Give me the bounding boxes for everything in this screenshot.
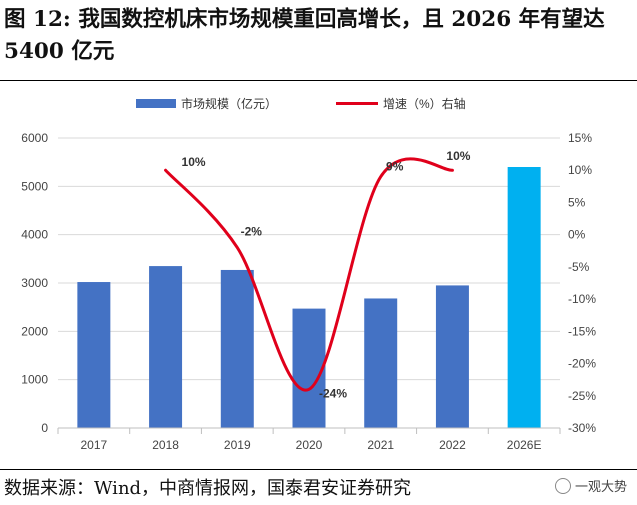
x-tick-label: 2022 bbox=[439, 438, 466, 452]
x-tick-label: 2021 bbox=[367, 438, 394, 452]
bar-2022 bbox=[435, 285, 469, 428]
source-divider bbox=[0, 469, 637, 470]
growth-label-2021: 9% bbox=[386, 160, 404, 174]
bar-2020 bbox=[292, 308, 326, 428]
growth-label-2018: 10% bbox=[182, 155, 206, 169]
right-tick-label: -10% bbox=[568, 292, 596, 306]
source-note: 数据来源：Wind，中商情报网，国泰君安证券研究 bbox=[4, 478, 412, 499]
right-axis: -30% -25% -20% -15% -10% -5% 0% 5% 10% 15% bbox=[568, 131, 596, 435]
growth-line bbox=[164, 157, 454, 392]
bar-2018 bbox=[149, 266, 183, 428]
left-tick-label: 4000 bbox=[21, 228, 48, 242]
growth-label-2019: -2% bbox=[241, 225, 263, 239]
x-tick-label: 2026E bbox=[507, 438, 542, 452]
right-tick-label: 15% bbox=[568, 131, 592, 145]
x-axis: 2017 2018 2019 2020 2021 2022 2026E bbox=[57, 427, 561, 452]
bar-2021 bbox=[364, 298, 398, 428]
x-tick-label: 2020 bbox=[296, 438, 323, 452]
x-tick-label: 2018 bbox=[152, 438, 179, 452]
legend: 市场规模（亿元） 增速（%）右轴 bbox=[136, 96, 466, 111]
left-tick-label: 0 bbox=[41, 421, 48, 435]
right-tick-label: -20% bbox=[568, 357, 596, 371]
bar-2026E bbox=[507, 167, 541, 428]
legend-line-label: 增速（%）右轴 bbox=[383, 96, 466, 111]
chart: 市场规模（亿元） 增速（%）右轴 0 1000 2000 3000 4000 5000 60… bbox=[21, 96, 596, 452]
right-tick-label: 0% bbox=[568, 228, 586, 242]
left-tick-label: 6000 bbox=[21, 131, 48, 145]
growth-label-2020: -24% bbox=[319, 386, 347, 400]
watermark-text: 一观大势 bbox=[574, 480, 627, 495]
data-labels: 10% -2% -24% 9% 10% bbox=[182, 149, 471, 400]
right-tick-label: -30% bbox=[568, 421, 596, 435]
wechat-icon bbox=[554, 477, 571, 494]
left-axis: 0 1000 2000 3000 4000 5000 6000 bbox=[21, 131, 48, 435]
bar-2017 bbox=[77, 282, 111, 428]
watermark: 一观大势 bbox=[554, 476, 627, 495]
right-tick-label: 5% bbox=[568, 195, 586, 209]
legend-bar-label: 市场规模（亿元） bbox=[181, 96, 277, 111]
left-tick-label: 1000 bbox=[21, 373, 48, 387]
growth-line-path bbox=[164, 157, 454, 392]
right-tick-label: -25% bbox=[568, 389, 596, 403]
title-divider bbox=[0, 80, 637, 81]
bar-2019 bbox=[220, 269, 254, 428]
bars bbox=[77, 167, 541, 428]
chart-title: 图 12: 我国数控机床市场规模重回高增长，且 2026 年有望达 5400 亿… bbox=[4, 7, 605, 64]
growth-label-2022: 10% bbox=[446, 149, 470, 163]
x-tick-label: 2017 bbox=[81, 438, 108, 452]
left-tick-label: 5000 bbox=[21, 179, 48, 193]
legend-bar-swatch bbox=[136, 99, 176, 108]
right-tick-label: 10% bbox=[568, 163, 592, 177]
right-tick-label: -15% bbox=[568, 324, 596, 338]
x-tick-label: 2019 bbox=[224, 438, 251, 452]
right-tick-label: -5% bbox=[568, 260, 590, 274]
left-tick-label: 3000 bbox=[21, 276, 48, 290]
left-tick-label: 2000 bbox=[21, 324, 48, 338]
